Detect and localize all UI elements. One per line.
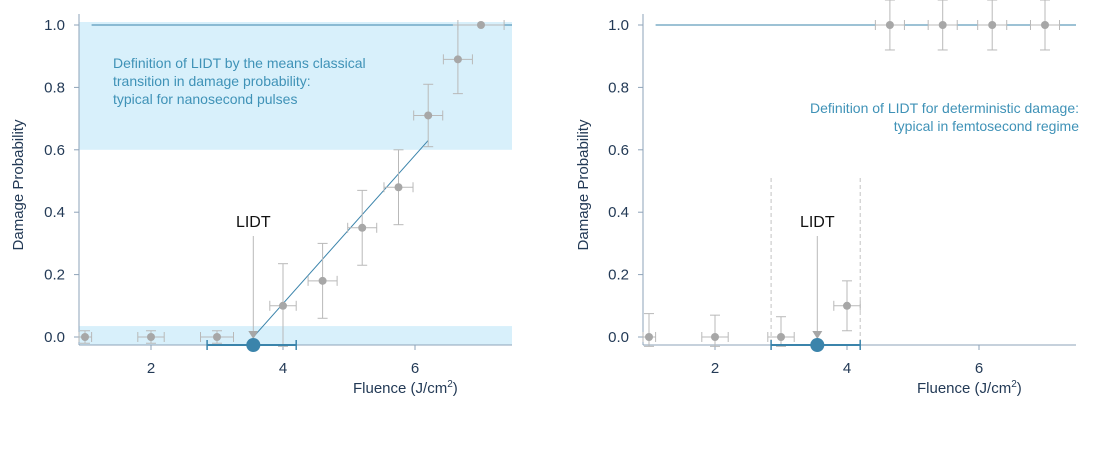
- data-point-marker: [358, 223, 367, 232]
- data-point: [767, 316, 795, 347]
- data-point-marker: [885, 21, 894, 29]
- y-tick-label: 0.2: [608, 267, 629, 284]
- data-point-marker: [424, 111, 433, 120]
- lidt-pointer-arrow: [248, 331, 259, 339]
- lidt-marker: [246, 338, 261, 352]
- data-point: [701, 314, 729, 347]
- upper-band: [79, 22, 512, 150]
- data-point: [307, 242, 338, 319]
- lidt-pointer-arrow: [812, 331, 823, 339]
- data-point: [413, 83, 444, 148]
- data-point: [200, 330, 234, 344]
- data-point-marker: [1041, 21, 1049, 29]
- x-tick-label: 2: [711, 360, 719, 377]
- annotation-line: typical for nanosecond pulses: [113, 91, 297, 107]
- data-point-marker: [213, 333, 221, 341]
- y-tick-label: 0.8: [608, 79, 629, 96]
- data-point-marker: [318, 276, 327, 285]
- y-tick-label: 0.4: [608, 204, 629, 221]
- y-tick-label: 0.0: [44, 329, 65, 346]
- data-point-marker: [279, 301, 287, 310]
- y-tick-label: 0.6: [44, 142, 65, 159]
- data-point-marker: [843, 301, 851, 310]
- y-tick-label: 0.0: [608, 329, 629, 346]
- data-point: [1029, 0, 1061, 51]
- annotation-line: Definition of LIDT for deterministic dam…: [810, 100, 1079, 116]
- annotation-line: transition in damage probability:: [113, 73, 311, 89]
- data-point-marker: [938, 21, 947, 29]
- lidt-marker: [810, 338, 825, 352]
- lidt-label: LIDT: [800, 214, 835, 231]
- x-axis-title: Fluence (J/cm2): [353, 379, 458, 397]
- x-tick-label: 2: [147, 360, 155, 377]
- data-point-marker: [81, 333, 89, 341]
- data-point-marker: [777, 333, 785, 341]
- data-point-marker: [711, 333, 719, 341]
- annotation-line: Definition of LIDT by the means classica…: [113, 55, 366, 71]
- x-tick-label: 4: [843, 360, 851, 377]
- data-point: [642, 313, 657, 347]
- data-point-marker: [147, 333, 155, 341]
- annotation-line: typical in femtosecond regime: [894, 118, 1079, 134]
- data-point: [137, 330, 165, 344]
- y-axis-title: Damage Probability: [10, 119, 27, 250]
- x-axis-title: Fluence (J/cm2): [917, 379, 1022, 397]
- x-tick-label: 6: [975, 360, 983, 377]
- x-tick-label: 4: [279, 360, 287, 377]
- data-point: [457, 20, 505, 30]
- data-point: [874, 0, 905, 51]
- lidt-label: LIDT: [236, 214, 271, 231]
- data-point: [442, 24, 473, 95]
- data-point-marker: [477, 21, 485, 29]
- y-tick-label: 0.8: [44, 79, 65, 96]
- y-tick-label: 1.0: [44, 17, 65, 34]
- x-tick-label: 6: [411, 360, 419, 377]
- data-point-marker: [988, 21, 997, 29]
- data-point: [347, 189, 378, 266]
- lower-band: [79, 326, 512, 345]
- data-point: [269, 263, 297, 347]
- data-point: [833, 280, 861, 332]
- data-point: [383, 149, 414, 226]
- data-point-marker: [394, 183, 403, 192]
- data-point-marker: [453, 55, 462, 64]
- y-tick-label: 0.6: [608, 142, 629, 159]
- y-tick-label: 0.4: [44, 204, 65, 221]
- y-tick-label: 1.0: [608, 17, 629, 34]
- chart-left: 0.0 0.2 0.4 0.6 0.8 1.0 2 4 6 Fluence (J/cm2) Dama…: [10, 14, 512, 397]
- y-axis-title: Damage Probability: [575, 119, 592, 250]
- y-tick-label: 0.2: [44, 267, 65, 284]
- data-point: [78, 330, 93, 344]
- chart-right: 0.0 0.2 0.4 0.6 0.8 1.0 2 4 6 Fluence (J/cm2) Dama…: [575, 0, 1079, 397]
- data-point-marker: [645, 333, 653, 341]
- data-point: [927, 0, 958, 51]
- data-point: [977, 0, 1008, 51]
